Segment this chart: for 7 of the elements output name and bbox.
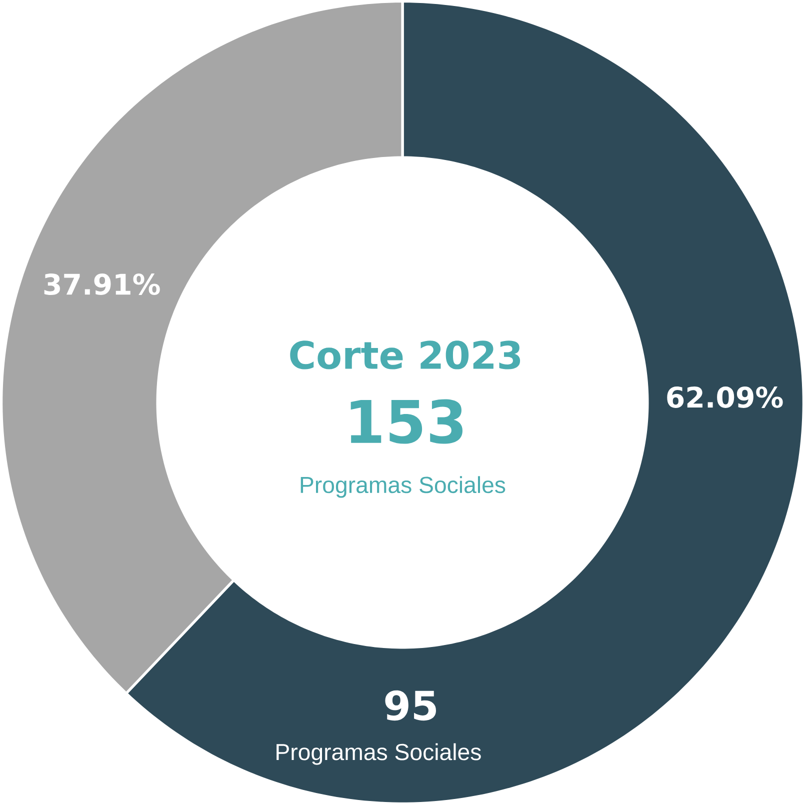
text: 153 (350, 399, 462, 444)
text: 95 (385, 690, 436, 721)
text: Corte 2023 (290, 340, 520, 370)
data-label: 37.91% (44, 274, 160, 295)
data-label: 62.09% (667, 386, 783, 408)
text: Programas Sociales (300, 476, 506, 498)
text: Programas Sociales (276, 743, 481, 765)
